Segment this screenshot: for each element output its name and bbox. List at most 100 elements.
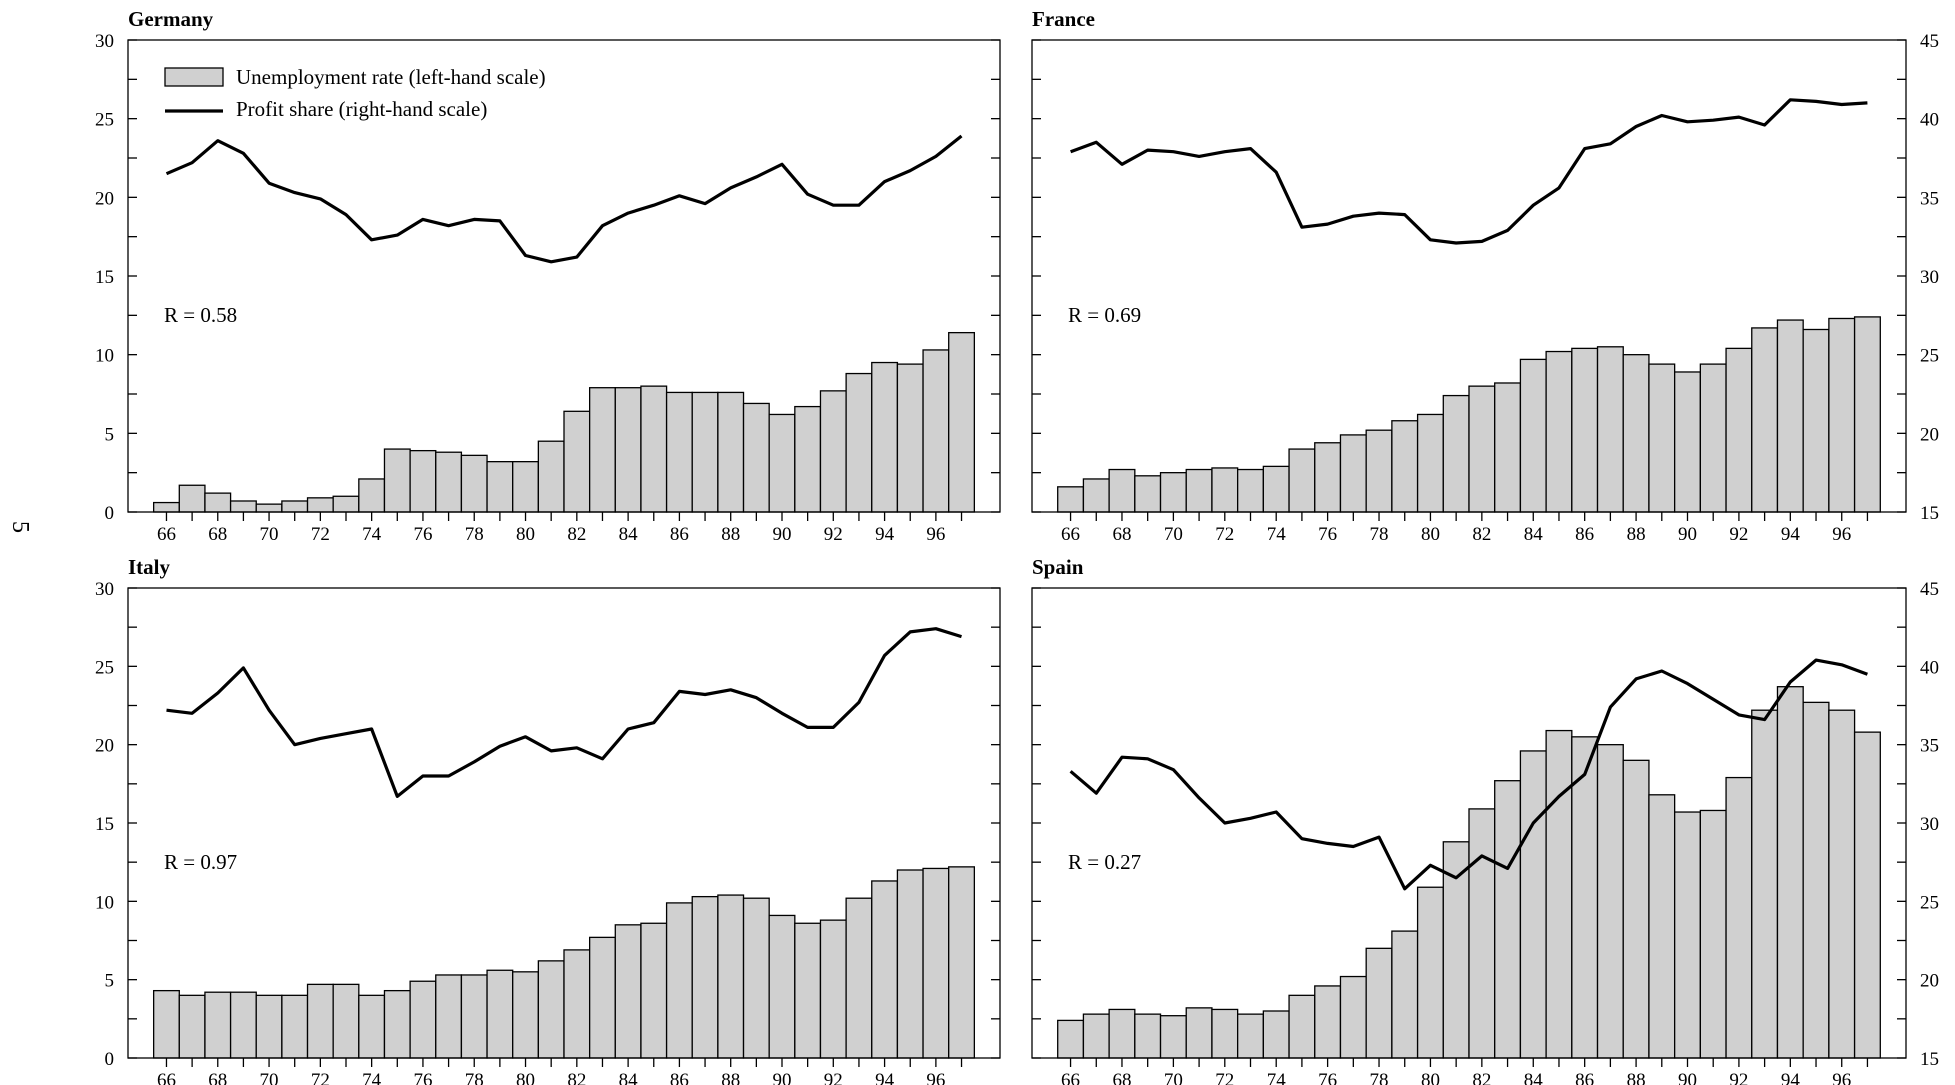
x-tick-label: 68: [208, 524, 227, 545]
y-tick-label-left: 30: [95, 31, 114, 52]
x-tick-label: 96: [1832, 1070, 1851, 1085]
unemployment-bar: [1339, 975, 1367, 1059]
unemployment-bar: [794, 405, 822, 513]
x-tick-label: 70: [260, 524, 279, 545]
unemployment-bar: [1416, 886, 1444, 1059]
unemployment-bar: [1442, 394, 1470, 513]
unemployment-bar: [435, 974, 463, 1059]
unemployment-bar: [1159, 472, 1187, 513]
legend-profit-label: Profit share (right-hand scale): [236, 97, 487, 121]
legend-unemployment-label: Unemployment rate (left-hand scale): [236, 65, 546, 89]
x-tick-label: 86: [670, 1070, 689, 1085]
unemployment-bar: [1134, 475, 1162, 513]
unemployment-bar: [665, 902, 693, 1059]
unemployment-bar: [1108, 1008, 1136, 1059]
unemployment-bar: [588, 936, 616, 1059]
y-tick-label-right: 35: [1920, 736, 1939, 757]
panel-title: France: [1032, 7, 1095, 31]
unemployment-bar: [1262, 1010, 1290, 1059]
x-tick-label: 88: [721, 524, 740, 545]
x-tick-label: 84: [619, 524, 639, 545]
unemployment-bar: [152, 501, 180, 513]
unemployment-bar: [409, 980, 437, 1059]
page-number: 5: [7, 521, 33, 533]
y-tick-label-left: 15: [95, 267, 114, 288]
x-tick-label: 68: [1112, 1070, 1131, 1085]
x-tick-label: 80: [1421, 1070, 1440, 1085]
unemployment-bar: [742, 897, 770, 1059]
x-tick-label: 86: [670, 524, 689, 545]
y-tick-label-right: 40: [1920, 110, 1939, 131]
unemployment-bar: [588, 387, 616, 513]
unemployment-bar: [1648, 363, 1676, 513]
y-tick-label-left: 10: [95, 892, 114, 913]
unemployment-bar: [871, 361, 899, 513]
unemployment-bar: [178, 994, 206, 1059]
unemployment-bar: [1673, 811, 1702, 1059]
unemployment-bar: [1082, 1013, 1110, 1059]
unemployment-bar: [1596, 744, 1624, 1059]
unemployment-bar: [460, 974, 488, 1059]
profit-share-line: [1069, 658, 1868, 891]
unemployment-bar: [512, 461, 540, 513]
unemployment-bar: [1622, 759, 1650, 1059]
y-tick-label-right: 40: [1920, 657, 1939, 678]
unemployment-bar: [1802, 328, 1830, 513]
y-tick-label-right: 45: [1920, 31, 1939, 52]
x-tick-label: 72: [1215, 524, 1234, 545]
unemployment-bar: [1365, 947, 1393, 1059]
unemployment-bar: [1519, 750, 1547, 1059]
panel-spain: Spain 15 20 25 30 35 40 45 66 68 70 72 74 76 78 80 82 84 8…: [1031, 555, 1939, 1085]
y-tick-label-right: 30: [1920, 814, 1939, 835]
x-tick-label: 66: [1061, 524, 1080, 545]
x-tick-label: 74: [362, 524, 382, 545]
unemployment-bar: [922, 867, 950, 1059]
unemployment-bar: [1622, 354, 1650, 513]
unemployment-bar: [1545, 729, 1573, 1059]
unemployment-bar: [1416, 413, 1444, 513]
y-tick-label-right: 20: [1920, 971, 1939, 992]
x-tick-label: 78: [1370, 524, 1389, 545]
unemployment-bar: [1468, 808, 1496, 1059]
unemployment-bar: [204, 492, 232, 513]
unemployment-bar: [1365, 429, 1393, 513]
x-tick-label: 96: [926, 1070, 945, 1085]
unemployment-bar: [1751, 327, 1779, 513]
unemployment-bar: [563, 410, 591, 513]
unemployment-bar: [537, 440, 565, 513]
unemployment-bar: [435, 451, 463, 513]
unemployment-bar: [1828, 709, 1856, 1059]
unemployment-bar: [922, 349, 950, 513]
unemployment-bar: [1802, 701, 1830, 1059]
y-tick-label-left: 0: [105, 503, 115, 524]
panel-title: Italy: [128, 555, 171, 579]
unemployment-bar: [845, 897, 873, 1059]
x-tick-label: 96: [1832, 524, 1851, 545]
unemployment-bar: [1571, 347, 1599, 513]
unemployment-bar: [768, 413, 796, 513]
x-tick-label: 72: [311, 524, 330, 545]
y-tick-label-left: 15: [95, 814, 114, 835]
x-tick-label: 88: [721, 1070, 740, 1085]
x-tick-label: 90: [1678, 524, 1697, 545]
y-tick-label-left: 20: [95, 188, 114, 209]
unemployment-bar: [1725, 776, 1753, 1059]
unemployment-bar: [229, 500, 257, 513]
y-tick-label-right: 30: [1920, 267, 1939, 288]
y-tick-label-left: 25: [95, 657, 114, 678]
x-tick-label: 90: [773, 524, 792, 545]
unemployment-bar: [255, 503, 283, 513]
unemployment-bar: [512, 971, 540, 1059]
legend: Unemployment rate (left-hand scale) Profi…: [164, 65, 546, 121]
x-tick-label: 80: [516, 1070, 535, 1085]
unemployment-bar: [896, 869, 924, 1059]
x-tick-label: 86: [1575, 1070, 1594, 1085]
unemployment-bar: [1314, 985, 1342, 1059]
y-tick-label-right: 20: [1920, 424, 1939, 445]
unemployment-bar: [306, 497, 334, 513]
y-tick-label-right: 25: [1920, 346, 1939, 367]
unemployment-bar: [383, 989, 411, 1059]
unemployment-bar: [332, 983, 360, 1059]
unemployment-bar: [486, 461, 514, 513]
